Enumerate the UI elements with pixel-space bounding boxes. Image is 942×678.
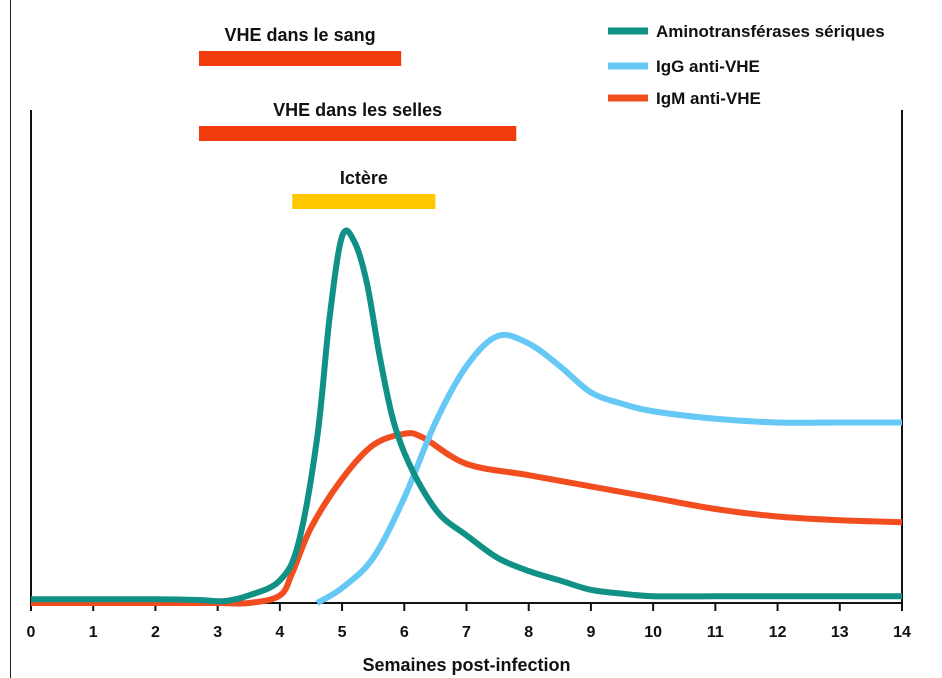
phase-bar — [198, 51, 402, 66]
phase-bar — [198, 126, 517, 141]
phase-bar-label: Ictère — [340, 168, 388, 188]
legend-label: IgG anti-VHE — [656, 57, 760, 76]
x-tick-label: 4 — [275, 624, 284, 641]
series-line-igm-anti-vhe — [31, 430, 903, 607]
legend-label: Aminotransférases sériques — [656, 22, 885, 41]
figure-left-border — [10, 0, 11, 678]
x-tick-label: 9 — [586, 624, 595, 641]
x-tick-label: 10 — [644, 624, 662, 641]
x-tick-label: 6 — [400, 624, 409, 641]
x-tick-label: 13 — [831, 624, 849, 641]
x-tick-label: 11 — [707, 624, 724, 641]
x-tick-label: 8 — [524, 624, 533, 641]
x-tick-label: 3 — [213, 624, 222, 641]
series-line-igg-anti-vhe — [315, 331, 902, 606]
x-tick-label: 0 — [27, 624, 36, 641]
x-tick-label: 1 — [89, 624, 98, 641]
x-tick-label: 5 — [338, 624, 347, 641]
x-tick-label: 12 — [769, 624, 787, 641]
x-tick-label: 14 — [893, 624, 911, 641]
x-tick-label: 7 — [462, 624, 471, 641]
legend-label: IgM anti-VHE — [656, 89, 761, 108]
phase-bar-label: VHE dans les selles — [273, 100, 442, 120]
phase-bar-label: VHE dans le sang — [225, 25, 376, 45]
x-axis-label: Semaines post-infection — [362, 655, 570, 675]
phase-bar — [292, 194, 436, 209]
series-line-aminotransferases-seriques — [31, 227, 902, 605]
x-tick-label: 2 — [151, 624, 160, 641]
